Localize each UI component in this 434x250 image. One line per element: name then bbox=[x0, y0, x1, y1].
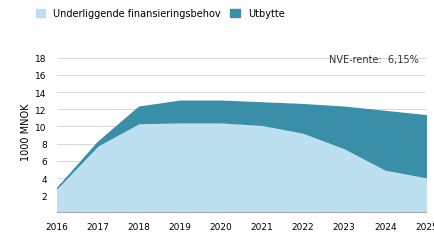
Legend: Underliggende finansieringsbehov, Utbytte: Underliggende finansieringsbehov, Utbytt… bbox=[36, 9, 284, 19]
Y-axis label: 1000 MNOK: 1000 MNOK bbox=[21, 102, 31, 160]
Text: NVE-rente:  6,15%: NVE-rente: 6,15% bbox=[329, 55, 418, 65]
